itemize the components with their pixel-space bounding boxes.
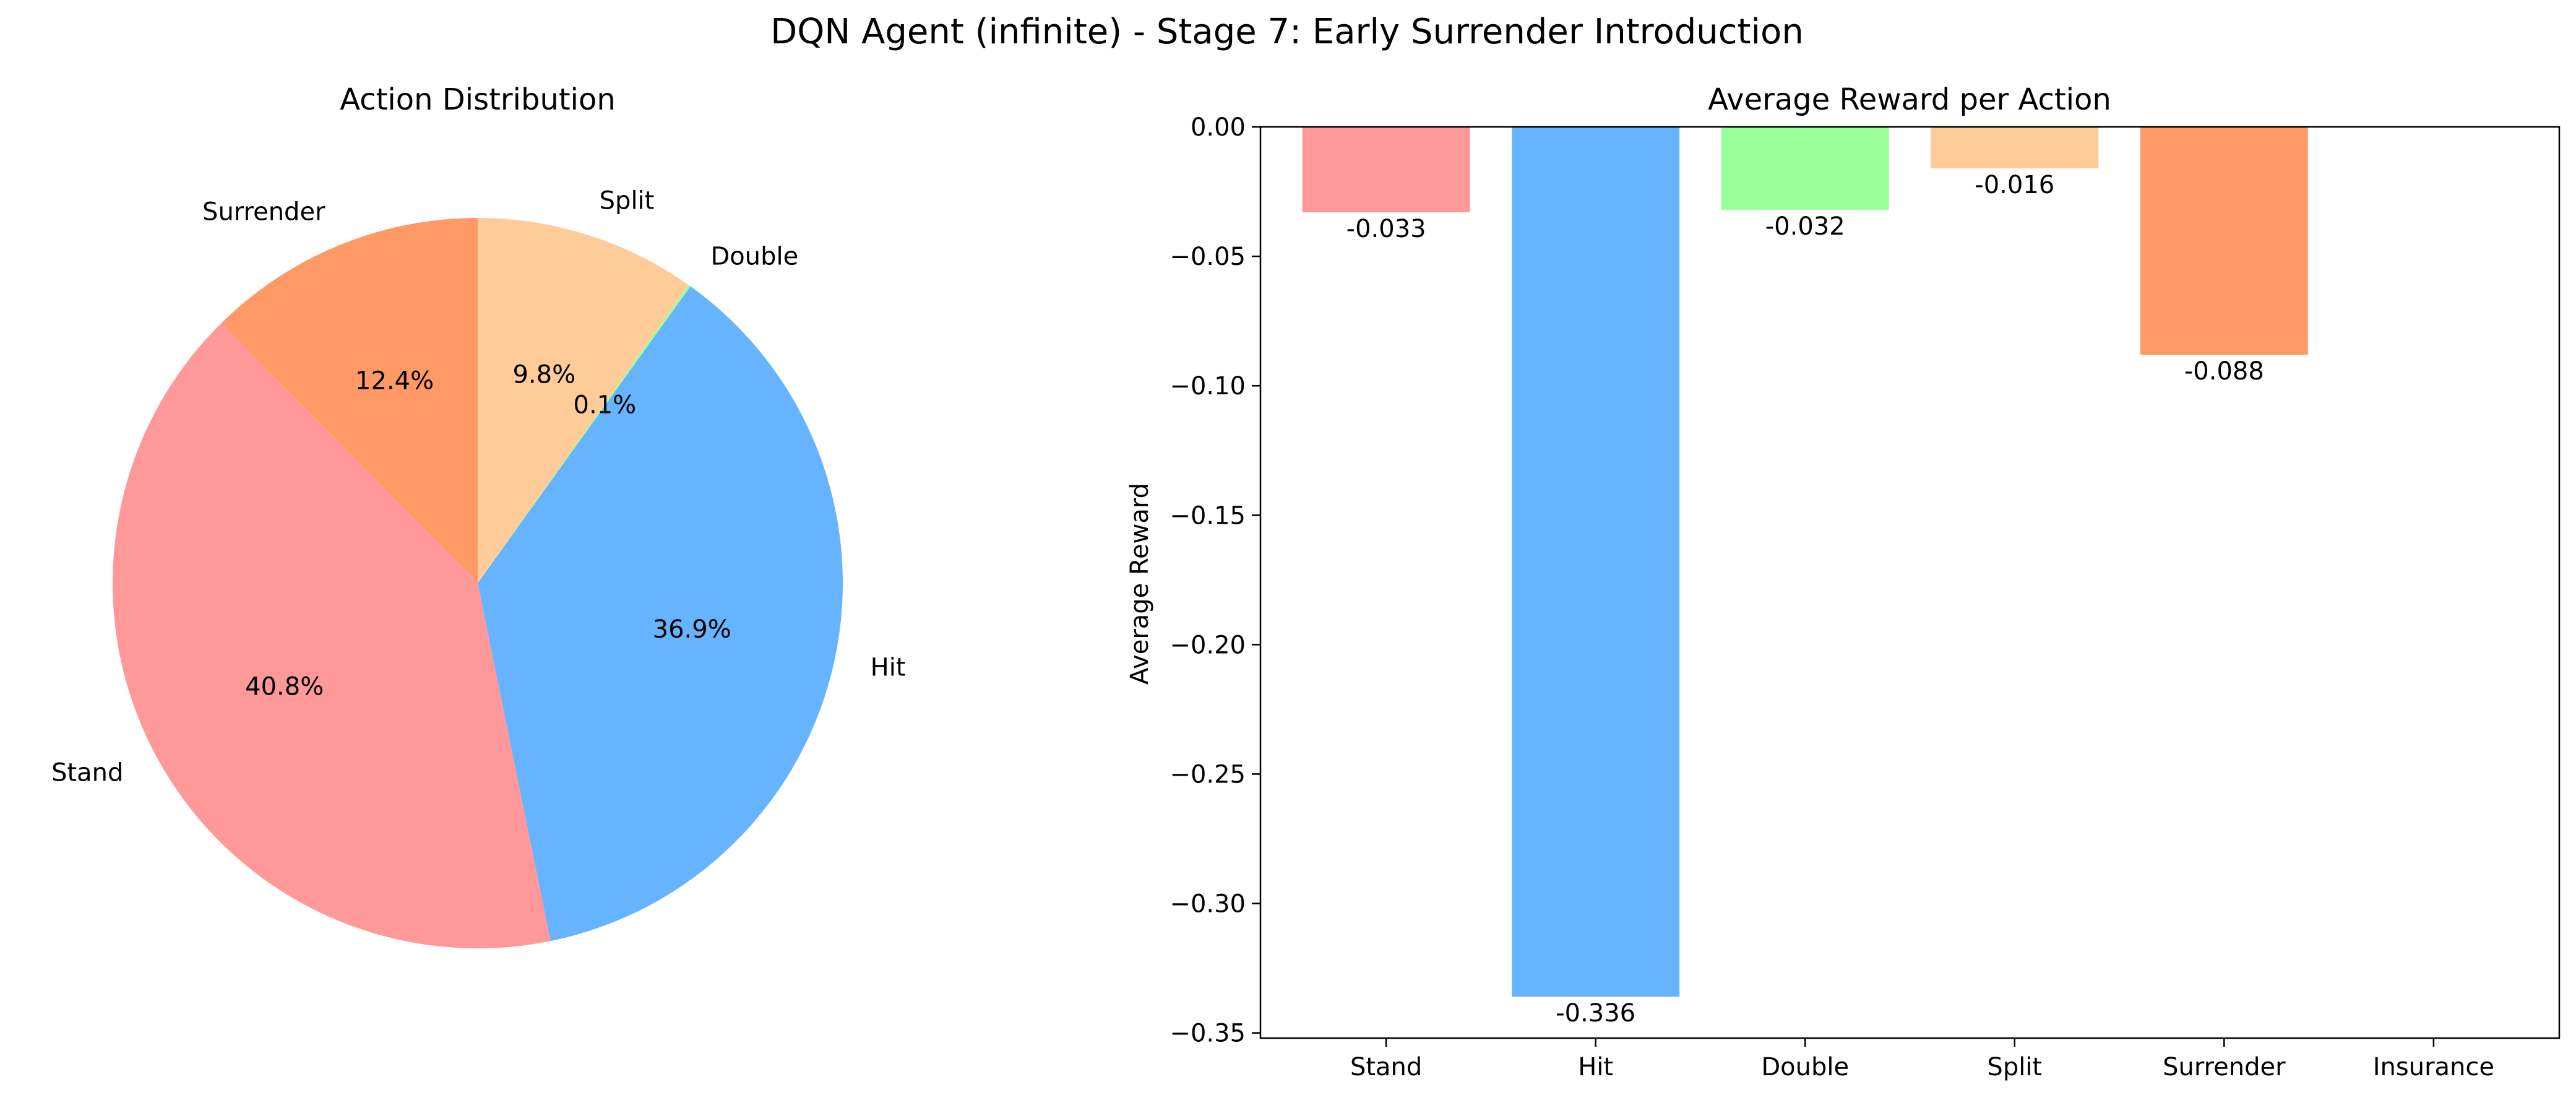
pie-pct-hit: 36.9%	[653, 615, 731, 644]
pie-pct-surrender: 12.4%	[355, 367, 434, 396]
x-tick-label-insurance: Insurance	[2373, 1053, 2494, 1081]
pie-slice-double	[478, 285, 691, 583]
y-tick-label: −0.25	[1170, 760, 1246, 789]
bars	[1302, 127, 2308, 997]
pie-slice-stand	[113, 323, 551, 949]
x-tick-label-hit: Hit	[1578, 1053, 1613, 1081]
pie-chart: Action Distribution Surrender 12.4% Stand 4…	[51, 82, 906, 949]
bar-value-hit: -0.336	[1556, 999, 1635, 1028]
pie-slice-surrender	[221, 218, 478, 583]
y-axis-ticks: 0.00 −0.05 −0.10 −0.15 −0.20 −0.25 −0.30 −0.35	[1170, 113, 1260, 1048]
pie-pct-double: 0.1%	[574, 391, 637, 420]
pie-label-double: Double	[711, 242, 799, 271]
figure-title: DQN Agent (infinite) - Stage 7: Early Su…	[770, 12, 1804, 52]
y-tick-label: −0.15	[1170, 501, 1246, 530]
bar-chart: Average Reward per Action Average Reward…	[1126, 82, 2561, 1081]
y-tick-label: 0.00	[1191, 113, 1246, 142]
pie-slices	[113, 218, 843, 949]
pie-label-surrender: Surrender	[202, 198, 325, 227]
plot-frame	[1259, 126, 2561, 1039]
pie-labels: Surrender 12.4% Stand 40.8% Hit 36.9% Double 0.…	[51, 187, 905, 787]
bar-value-labels: -0.033 -0.336 -0.032 -0.016 -0.088	[1346, 171, 2264, 1028]
bar-value-split: -0.016	[1975, 171, 2054, 199]
y-tick-label: −0.30	[1170, 890, 1246, 919]
bar-value-double: -0.032	[1765, 212, 1845, 241]
x-tick-label-stand: Stand	[1350, 1053, 1422, 1081]
y-tick-label: −0.05	[1170, 243, 1246, 271]
bar-stand	[1302, 127, 1470, 212]
pie-slice-split	[478, 218, 689, 583]
bar-surrender	[2140, 127, 2308, 355]
pie-label-stand: Stand	[51, 758, 123, 787]
pie-pct-split: 9.8%	[512, 361, 575, 389]
bar-hit	[1512, 127, 1680, 997]
x-tick-label-split: Split	[1987, 1053, 2042, 1081]
bar-title: Average Reward per Action	[1708, 82, 2111, 117]
bar-double	[1721, 127, 1889, 210]
x-axis-ticks: Stand Hit Double Split Surrender Insurance	[1350, 1038, 2494, 1081]
x-tick-label-surrender: Surrender	[2163, 1053, 2286, 1081]
y-axis-label: Average Reward	[1126, 483, 1154, 685]
pie-title: Action Distribution	[340, 82, 616, 117]
pie-pct-stand: 40.8%	[245, 673, 324, 701]
pie-label-hit: Hit	[871, 654, 906, 682]
bar-split	[1931, 127, 2099, 168]
y-tick-label: −0.35	[1170, 1020, 1246, 1048]
y-tick-label: −0.20	[1170, 631, 1246, 659]
x-tick-label-double: Double	[1761, 1053, 1849, 1081]
bar-value-surrender: -0.088	[2184, 357, 2264, 386]
pie-label-split: Split	[600, 187, 655, 215]
y-tick-label: −0.10	[1170, 372, 1246, 401]
bar-value-stand: -0.033	[1346, 215, 1426, 243]
pie-slice-hit	[478, 286, 843, 942]
